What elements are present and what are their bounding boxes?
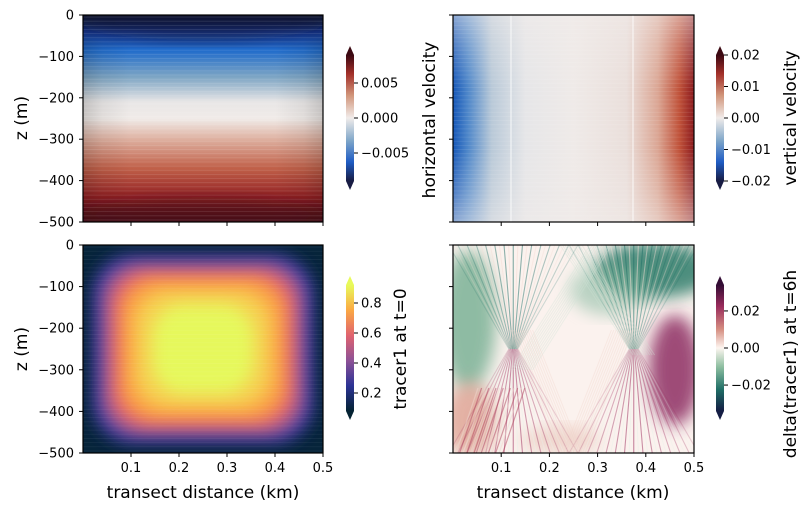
colorbar-label: tracer1 at t=0 <box>391 288 411 409</box>
colorbar-tick-label: 0.00 <box>731 112 760 127</box>
heatmap-tracer1 <box>83 245 323 453</box>
y-tick-label: −300 <box>38 133 74 148</box>
heatmap-horizontal-velocity <box>83 15 323 222</box>
heatmap-vertical-velocity <box>453 15 694 222</box>
colorbar-label: vertical velocity <box>781 50 801 185</box>
x-tick-label: 0.3 <box>587 461 608 476</box>
cbar-extend-bottom <box>346 411 354 420</box>
colorbar-horizontal-velocity: 0.005 0.000 −0.005 <box>346 46 409 190</box>
x-tick-label: 0.2 <box>539 461 560 476</box>
x-axis-label: transect distance (km) <box>107 483 300 503</box>
x-axis-ticks <box>500 222 695 226</box>
colorbar-tick-label: −0.02 <box>731 175 771 190</box>
colorbar-vertical-velocity: 0.02 0.01 0.00 −0.01 −0.02 vertical velocity <box>716 46 801 190</box>
cbar-extend-top <box>716 276 724 285</box>
axes-frame <box>82 14 324 223</box>
y-tick-label: −500 <box>38 216 74 231</box>
x-tick-label: 0.5 <box>684 461 705 476</box>
colorbar-tick-label: 0.2 <box>361 387 382 402</box>
y-axis-label: z (m) <box>12 327 32 371</box>
colorbar-tick-label: 0.01 <box>731 80 760 95</box>
cbar-gradient <box>346 285 354 411</box>
x-tick-label: 0.3 <box>217 461 238 476</box>
x-axis-label: transect distance (km) <box>477 483 670 503</box>
cbar-extend-top <box>346 276 354 285</box>
colorbar-tick-label: 0.005 <box>361 77 398 92</box>
colorbar-tick-label: −0.005 <box>361 147 409 162</box>
panel-delta-tracer1: 0.1 0.2 0.3 0.4 0.5 transect distance (km) <box>449 244 704 503</box>
y-tick-label: −400 <box>38 174 74 189</box>
colorbar-tick-label: −0.02 <box>731 379 771 394</box>
cbar-extend-top <box>346 46 354 55</box>
colorbar-tick-label: −0.01 <box>731 143 771 158</box>
colorbar-tick-label: 0.02 <box>731 304 760 319</box>
y-axis-ticks <box>449 244 453 454</box>
colorbar-label: delta(tracer1) at t=6h <box>781 270 801 458</box>
x-axis-ticks: 0.1 0.2 0.3 0.4 0.5 <box>121 453 334 476</box>
y-tick-label: 0 <box>66 9 74 24</box>
colorbar-delta-tracer1: 0.02 0.00 −0.02 delta(tracer1) at t=6h <box>716 270 801 458</box>
x-tick-label: 0.1 <box>491 461 512 476</box>
colorbar-tick-label: 0.6 <box>361 327 382 342</box>
y-tick-label: −300 <box>38 363 74 378</box>
x-tick-label: 0.5 <box>313 461 334 476</box>
x-tick-label: 0.2 <box>169 461 190 476</box>
x-tick-label: 0.4 <box>265 461 286 476</box>
cbar-gradient <box>716 55 724 181</box>
y-tick-label: −200 <box>38 91 74 106</box>
colorbar-tick-label: 0.00 <box>731 342 760 357</box>
y-tick-label: −500 <box>38 447 74 462</box>
y-axis-ticks: 0 −100 −200 −300 −400 −500 <box>38 9 83 231</box>
axes-frame <box>452 244 695 454</box>
y-tick-label: −400 <box>38 405 74 420</box>
cbar-extend-bottom <box>346 181 354 190</box>
y-axis-label: z (m) <box>12 96 32 140</box>
colorbar-tracer1: 0.8 0.6 0.4 0.2 tracer1 at t=0 <box>346 276 411 420</box>
x-axis-ticks: 0.1 0.2 0.3 0.4 0.5 <box>491 453 704 476</box>
y-tick-label: −100 <box>38 280 74 295</box>
axes-frame <box>452 14 695 223</box>
cbar-extend-bottom <box>716 411 724 420</box>
axes-frame <box>82 244 324 454</box>
y-tick-label: 0 <box>66 239 74 254</box>
heatmap-delta-tracer1 <box>453 245 694 453</box>
cbar-extend-bottom <box>716 181 724 190</box>
y-axis-ticks <box>449 14 453 223</box>
y-tick-label: −100 <box>38 50 74 65</box>
cbar-extend-top <box>716 46 724 55</box>
panel-tracer1: 0 −100 −200 −300 −400 −500 0.1 0.2 0.3 0.4 0.5 z … <box>12 239 333 504</box>
y-axis-label: horizontal velocity <box>420 42 440 199</box>
colorbar-tick-label: 0.8 <box>361 297 382 312</box>
x-tick-label: 0.4 <box>635 461 656 476</box>
colorbar-tick-label: 0.4 <box>361 357 382 372</box>
colorbar-tick-label: 0.02 <box>731 49 760 64</box>
x-tick-label: 0.1 <box>121 461 142 476</box>
y-axis-ticks: 0 −100 −200 −300 −400 −500 <box>38 239 83 462</box>
panel-horizontal-velocity: 0 −100 −200 −300 −400 −500 z (m) <box>12 9 324 231</box>
x-axis-ticks <box>130 222 324 226</box>
panel-vertical-velocity: horizontal velocity <box>420 14 695 226</box>
colorbar-tick-label: 0.000 <box>361 112 398 127</box>
y-tick-label: −200 <box>38 322 74 337</box>
cbar-gradient <box>716 285 724 411</box>
cbar-gradient <box>346 55 354 181</box>
